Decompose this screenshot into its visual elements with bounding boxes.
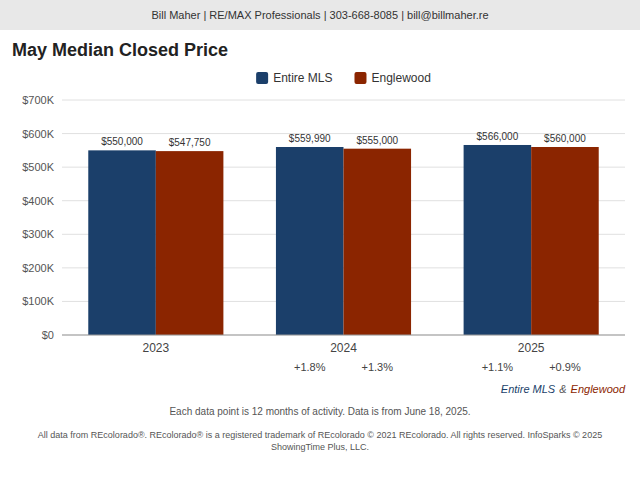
legend-swatch — [256, 72, 268, 84]
bar — [276, 147, 344, 335]
caption: Entire MLS&Englewood — [501, 383, 626, 395]
change-label: +1.1% — [482, 361, 514, 373]
x-tick-label: 2023 — [142, 341, 169, 355]
x-axis-line — [62, 335, 625, 336]
bar — [531, 147, 599, 335]
bars — [88, 145, 598, 335]
y-tick-label: $100K — [22, 295, 54, 307]
y-tick-label: $700K — [22, 94, 54, 106]
y-tick-label: $300K — [22, 228, 54, 240]
header-text: Bill Maher | RE/MAX Professionals | 303-… — [151, 9, 488, 21]
x-tick-label: 2024 — [330, 341, 357, 355]
footer-line: ShowingTime Plus, LLC. — [271, 442, 369, 452]
y-tick-label: $600K — [22, 128, 54, 140]
legend: Entire MLS Englewood — [256, 71, 431, 85]
y-tick-label: $500K — [22, 161, 54, 173]
data-label: $566,000 — [477, 131, 519, 142]
grid-line — [62, 100, 625, 101]
change-label: +1.8% — [294, 361, 326, 373]
chart: Bill Maher | RE/MAX Professionals | 303-… — [0, 0, 640, 480]
footer-text: All data from REcolorado®. REcolorado® i… — [38, 430, 602, 452]
legend-item: Englewood — [354, 71, 430, 85]
data-label: $550,000 — [101, 136, 143, 147]
bar — [88, 150, 156, 335]
caption-part: Englewood — [571, 383, 626, 395]
legend-label: Englewood — [371, 71, 430, 85]
bar — [464, 145, 532, 335]
data-label: $555,000 — [356, 135, 398, 146]
legend-label: Entire MLS — [273, 71, 332, 85]
footer-line: Each data point is 12 months of activity… — [169, 406, 470, 417]
change-label: +0.9% — [549, 361, 581, 373]
y-tick-label: $0 — [42, 329, 54, 341]
x-tick-label: 2025 — [518, 341, 545, 355]
legend-swatch — [354, 72, 366, 84]
footer-text: Each data point is 12 months of activity… — [169, 406, 470, 417]
footer-line: All data from REcolorado®. REcolorado® i… — [38, 430, 602, 440]
title: May Median Closed Price — [12, 40, 228, 60]
bar — [156, 151, 224, 335]
y-tick-label: $400K — [22, 195, 54, 207]
data-label: $547,750 — [169, 137, 211, 148]
caption-part: Entire MLS — [501, 383, 556, 395]
caption-part: & — [559, 383, 566, 395]
grid-line — [62, 335, 625, 336]
data-label: $560,000 — [544, 133, 586, 144]
legend-item: Entire MLS — [256, 71, 332, 85]
grid-line — [62, 133, 625, 134]
y-tick-label: $200K — [22, 262, 54, 274]
change-label: +1.3% — [362, 361, 394, 373]
data-label: $559,990 — [289, 133, 331, 144]
header-band — [0, 0, 640, 30]
bar — [344, 149, 412, 335]
